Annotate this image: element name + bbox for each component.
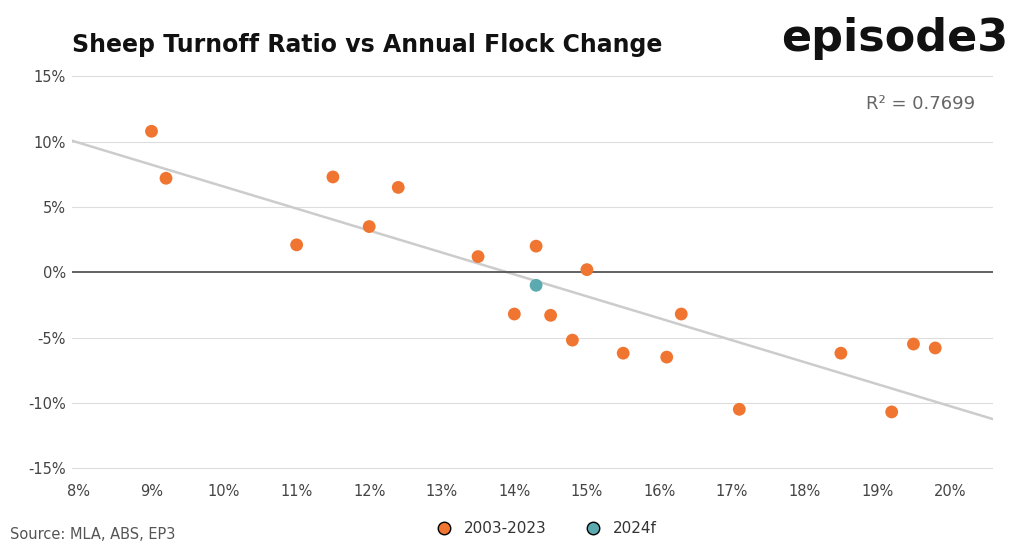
Point [833,349,849,358]
Legend: 2003-2023, 2024f: 2003-2023, 2024f [423,515,663,542]
Point [361,222,378,231]
Point [390,183,407,192]
Text: Source: MLA, ABS, EP3: Source: MLA, ABS, EP3 [10,527,175,542]
Point [158,174,174,183]
Point [615,349,632,358]
Point [731,405,748,414]
Point [528,242,545,251]
Point [528,281,545,290]
Point [289,240,305,249]
Text: R² = 0.7699: R² = 0.7699 [865,95,975,113]
Text: Sheep Turnoff Ratio vs Annual Flock Change: Sheep Turnoff Ratio vs Annual Flock Chan… [72,33,663,57]
Point [658,353,675,361]
Point [564,336,581,344]
Point [143,127,160,136]
Point [884,408,900,416]
Point [506,310,522,318]
Point [927,344,943,353]
Point [543,311,559,320]
Point [905,340,922,349]
Point [470,252,486,261]
Point [325,173,341,182]
Point [579,265,595,274]
Point [673,310,689,318]
Text: episode3: episode3 [781,16,1009,59]
